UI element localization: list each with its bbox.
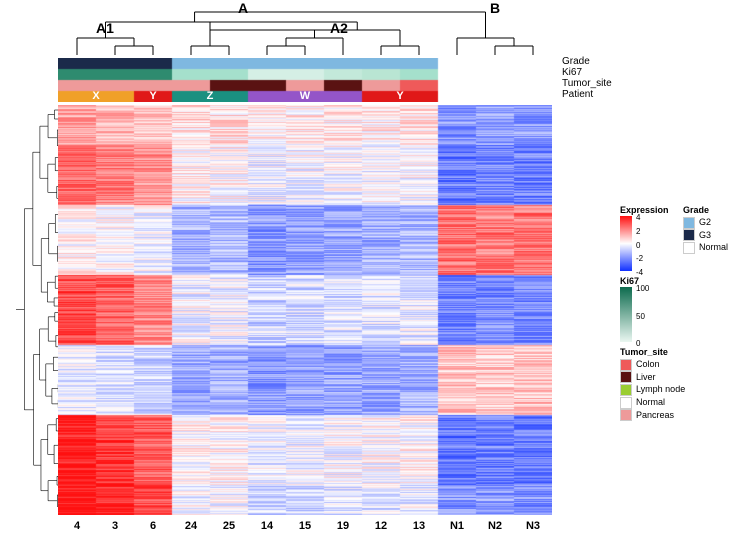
column-label: N3: [514, 520, 552, 538]
column-label: N1: [438, 520, 476, 538]
column-dendrogram: [60, 0, 560, 60]
legend-tumor-site: Tumor_siteColonLiverLymph nodeNormalPanc…: [620, 346, 728, 421]
column-label: 12: [362, 520, 400, 538]
column-label: 19: [324, 520, 362, 538]
patient-label: Y: [134, 90, 172, 102]
patient-label: W: [248, 90, 362, 102]
heatmap-grid: [58, 105, 552, 515]
column-label: 6: [134, 520, 172, 538]
annot-label: Grade: [562, 56, 612, 67]
column-label: 14: [248, 520, 286, 538]
column-label: 3: [96, 520, 134, 538]
row-dendrogram: [14, 105, 58, 515]
column-labels: 43624251415191213N1N2N3: [58, 520, 552, 538]
column-label: 4: [58, 520, 96, 538]
annot-label: Patient: [562, 89, 612, 100]
patient-label: Y: [362, 90, 438, 102]
column-label: N2: [476, 520, 514, 538]
patient-label: X: [58, 90, 134, 102]
heatmap-figure: ABA1A2 GradeKi67Tumor_sitePatient XYZWY …: [0, 0, 745, 552]
annot-label: Ki67: [562, 67, 612, 78]
column-label: 25: [210, 520, 248, 538]
legend-expression: Expression420-2-4: [620, 200, 671, 271]
legend: Expression420-2-4 GradeG2G3NormalKi671005…: [620, 200, 728, 421]
annot-label: Tumor_site: [562, 78, 612, 89]
column-label: 15: [286, 520, 324, 538]
patient-label: Z: [172, 90, 248, 102]
legend-ki67: Ki67100500: [620, 275, 728, 342]
column-label: 13: [400, 520, 438, 538]
annotation-track-labels: GradeKi67Tumor_sitePatient: [562, 56, 612, 100]
legend-grade: GradeG2G3Normal: [683, 200, 728, 271]
column-label: 24: [172, 520, 210, 538]
